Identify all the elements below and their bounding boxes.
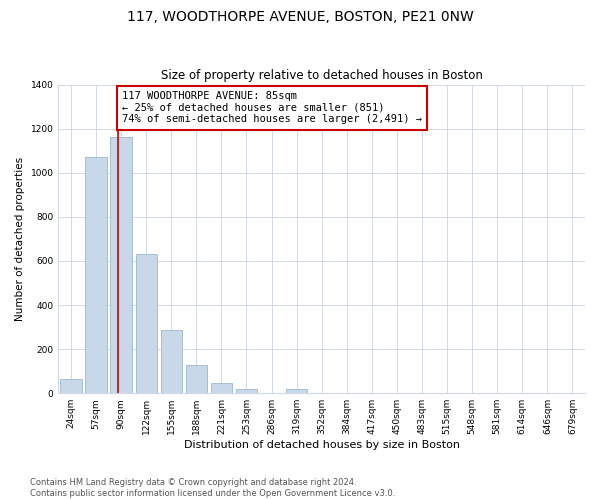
- Bar: [236, 389, 257, 393]
- Bar: [60, 379, 82, 393]
- Bar: [136, 254, 157, 393]
- Bar: [85, 158, 107, 393]
- Text: 117, WOODTHORPE AVENUE, BOSTON, PE21 0NW: 117, WOODTHORPE AVENUE, BOSTON, PE21 0NW: [127, 10, 473, 24]
- Y-axis label: Number of detached properties: Number of detached properties: [15, 157, 25, 321]
- Bar: [110, 138, 132, 393]
- Bar: [286, 389, 307, 393]
- Bar: [185, 364, 207, 393]
- Bar: [211, 382, 232, 393]
- Text: 117 WOODTHORPE AVENUE: 85sqm
← 25% of detached houses are smaller (851)
74% of s: 117 WOODTHORPE AVENUE: 85sqm ← 25% of de…: [122, 91, 422, 124]
- Bar: [161, 330, 182, 393]
- Text: Contains HM Land Registry data © Crown copyright and database right 2024.
Contai: Contains HM Land Registry data © Crown c…: [30, 478, 395, 498]
- X-axis label: Distribution of detached houses by size in Boston: Distribution of detached houses by size …: [184, 440, 460, 450]
- Title: Size of property relative to detached houses in Boston: Size of property relative to detached ho…: [161, 69, 482, 82]
